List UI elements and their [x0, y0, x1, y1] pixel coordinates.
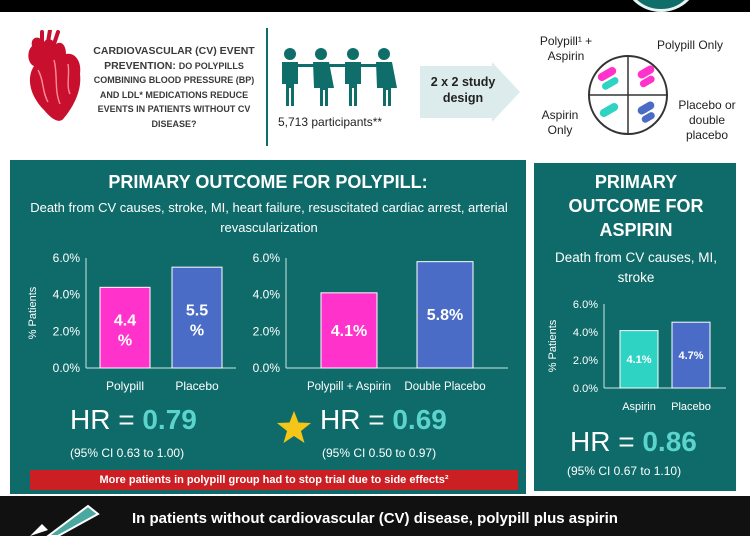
- ci-polypill-aspirin: (95% CI 0.50 to 0.97): [322, 446, 437, 460]
- study-question: CARDIOVASCULAR (CV) EVENT PREVENTION: DO…: [88, 44, 260, 131]
- y-tick-label: 2.0%: [253, 324, 281, 338]
- participants-icon: [282, 48, 397, 106]
- polypill-aspirin-vs-double-placebo-chart: 0.0% 2.0% 4.0% 6.0% 4.1% Polypill + Aspirin 5.…: [253, 251, 508, 393]
- aspirin-panel-title: PRIMARY OUTCOME FOR ASPIRIN: [568, 172, 704, 240]
- hr-aspirin-prefix: HR =: [570, 426, 643, 457]
- bar-value-label: 4.7%: [678, 350, 703, 362]
- hr-polypill-aspirin: HR = 0.69: [320, 404, 520, 436]
- side-effects-warning: More patients in polypill group had to s…: [30, 470, 518, 490]
- arrow-right-icon: [420, 62, 520, 122]
- pencil-icon: [30, 504, 100, 536]
- hr-polypill-value: 0.79: [142, 404, 197, 435]
- x-category-label: Double Placebo: [404, 381, 485, 393]
- y-tick-label: 6.0%: [573, 299, 598, 311]
- x-category-label: Placebo: [175, 379, 219, 393]
- y-tick-label: 4.0%: [573, 327, 598, 339]
- aspirin-vs-placebo-chart: 0.0% 2.0% 4.0% 6.0% % Patients 4.1% Aspirin 4.7…: [547, 299, 726, 413]
- bar-value-label: %: [190, 323, 204, 340]
- aspirin-panel-subtitle: Death from CV causes, MI, stroke: [554, 250, 718, 285]
- top-bar: [0, 0, 750, 12]
- x-category-label: Polypill + Aspirin: [307, 381, 391, 393]
- y-tick-label: 2.0%: [573, 355, 598, 367]
- ci-aspirin: (95% CI 0.67 to 1.10): [567, 464, 682, 478]
- y-tick-label: 4.0%: [53, 288, 81, 302]
- hr-aspirin: HR = 0.86: [570, 426, 730, 458]
- x-category-label: Placebo: [671, 401, 711, 413]
- arm-polypill-only: Polypill Only: [656, 38, 724, 52]
- y-tick-label: 0.0%: [253, 361, 281, 375]
- x-category-label: Aspirin: [622, 401, 656, 413]
- bar-value-label: %: [118, 333, 132, 350]
- star-icon: [277, 411, 311, 443]
- ci-polypill: (95% CI 0.63 to 1.00): [70, 446, 185, 460]
- polypill-vs-placebo-chart: 0.0% 2.0% 4.0% 6.0% % Patients 4.4% Polypill 5.…: [27, 251, 236, 393]
- pill-icon: [597, 65, 655, 123]
- question-part2: DO POLYPILLS COMBINING BLOOD PRESSURE (B…: [93, 60, 255, 129]
- y-tick-label: 0.0%: [53, 361, 81, 375]
- header-divider: [266, 28, 268, 146]
- conclusion-text: In patients without cardiovascular (CV) …: [132, 510, 618, 527]
- conclusion-bar: [0, 496, 750, 536]
- study-design-diagram: [588, 55, 668, 135]
- bar: [171, 266, 223, 369]
- y-tick-label: 2.0%: [53, 324, 81, 338]
- bar: [619, 330, 659, 389]
- hr-aspirin-value: 0.86: [642, 426, 697, 457]
- bar-value-label: 5.5: [186, 303, 208, 320]
- x-category-label: Polypill: [106, 379, 144, 393]
- y-axis-label: % Patients: [27, 286, 39, 339]
- bar-value-label: 5.8%: [427, 307, 463, 324]
- bar: [416, 261, 474, 369]
- bar-value-label: 4.1%: [626, 354, 651, 366]
- y-tick-label: 0.0%: [573, 383, 598, 395]
- arm-aspirin-only: Aspirin Only: [541, 108, 579, 137]
- hr-polypill: HR = 0.79: [70, 404, 270, 436]
- hr-polypill-aspirin-value: 0.69: [392, 404, 447, 435]
- participants-count: 5,713 participants**: [278, 115, 383, 129]
- arm-polypill-aspirin: Polypill¹ + Aspirin: [539, 34, 593, 63]
- bar-value-label: 4.1%: [331, 323, 367, 340]
- polypill-panel-subtitle: Death from CV causes, stroke, MI, heart …: [30, 200, 508, 235]
- bar: [320, 292, 378, 369]
- y-tick-label: 6.0%: [53, 251, 81, 265]
- bar-value-label: 4.4: [114, 313, 136, 330]
- arm-placebo: Placebo or double placebo: [678, 98, 736, 142]
- heart-icon: [28, 30, 81, 121]
- hr-polypill-aspirin-prefix: HR =: [320, 404, 393, 435]
- bar: [99, 286, 151, 369]
- bar: [671, 321, 711, 389]
- y-axis-label: % Patients: [547, 319, 559, 372]
- hr-polypill-prefix: HR =: [70, 404, 143, 435]
- study-design-label: 2 x 2 study design: [430, 75, 496, 105]
- y-tick-label: 6.0%: [253, 251, 281, 265]
- polypill-panel-title: PRIMARY OUTCOME FOR POLYPILL:: [108, 172, 428, 192]
- question-part1: CARDIOVASCULAR (CV) EVENT PREVENTION:: [93, 45, 255, 72]
- y-tick-label: 4.0%: [253, 288, 281, 302]
